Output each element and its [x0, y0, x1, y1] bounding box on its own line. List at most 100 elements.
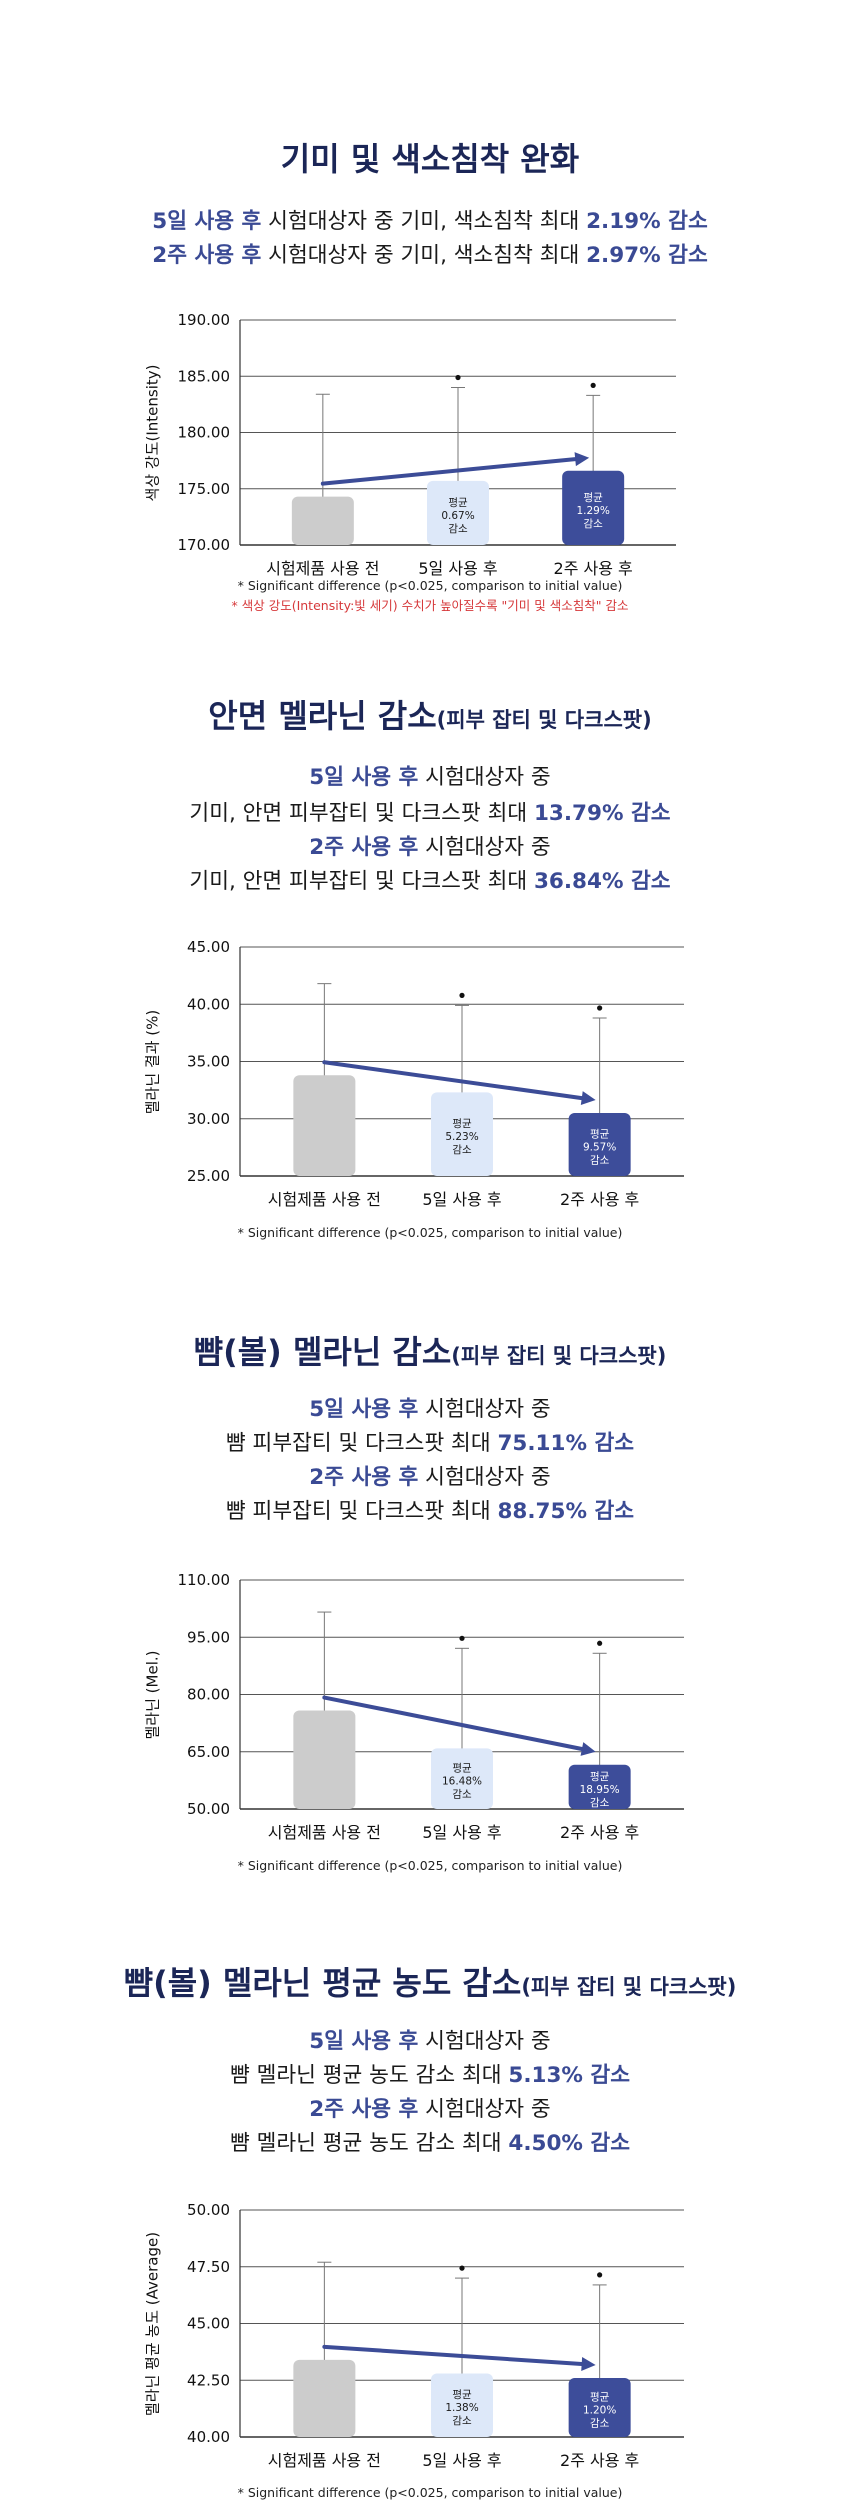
desc-text: 시험대상자 중 [418, 1465, 551, 1490]
section-title: 기미 및 색소침착 완화 [0, 134, 860, 180]
y-tick-label: 180.00 [178, 424, 231, 442]
y-tick-label: 190.00 [178, 311, 231, 329]
trend-arrow-head [574, 452, 590, 467]
y-axis-label: 멜라닌 평균 농도 (Average) [143, 2231, 162, 2416]
significance-marker [597, 2272, 603, 2278]
x-tick-label: 시험제품 사용 전 [268, 1823, 381, 1842]
bar-label: 평균 1.38% 감소 [445, 2389, 478, 2427]
desc-text: 기미, 안면 피부잡티 및 다크스팟 최대 [189, 869, 534, 894]
bar [568, 2377, 631, 2437]
bar [431, 2373, 493, 2437]
desc-text: 시험대상자 중 [418, 1397, 551, 1422]
y-tick-label: 80.00 [187, 1686, 230, 1704]
desc-text: 기미, 안면 피부잡티 및 다크스팟 최대 [189, 801, 534, 826]
section-title-sub: (피부 잡티 및 다크스팟) [436, 708, 652, 732]
y-tick-label: 95.00 [187, 1628, 230, 1646]
y-tick-label: 40.00 [187, 995, 230, 1013]
bar [562, 470, 625, 545]
y-tick-label: 50.00 [187, 1800, 230, 1818]
bar-label: 평균 18.95% 감소 [580, 1771, 620, 1809]
bar-label: 평균 1.20% 감소 [583, 2391, 616, 2429]
bar [568, 1764, 631, 1809]
desc-result: 75.11% 감소 [497, 1431, 635, 1456]
y-tick-label: 45.00 [187, 938, 230, 956]
x-tick-label: 시험제품 사용 전 [268, 2451, 381, 2470]
chart-red-footnote: * 색상 강도(Intensity:빛 세기) 수치가 높아질수록 "기미 및 … [231, 598, 629, 613]
significance-marker [590, 382, 596, 388]
bar [431, 1748, 493, 1809]
trend-arrow-head [580, 1091, 596, 1106]
desc-text: 뺨 멜라닌 평균 농도 감소 최대 [229, 2131, 509, 2156]
y-tick-label: 65.00 [187, 1743, 230, 1761]
x-tick-label: 2주 사용 후 [560, 1823, 639, 1842]
trend-arrow-head [581, 2357, 596, 2372]
section-desc-line: 2주 사용 후 시험대상자 중 [0, 2092, 860, 2128]
trend-arrow-line [322, 2344, 584, 2367]
bar [427, 480, 489, 545]
section-title-main: 뺨(볼) 멜라닌 감소 [193, 1333, 452, 1371]
section-desc-line: 뺨 피부잡티 및 다크스팟 최대 75.11% 감소 [0, 1426, 860, 1462]
bar-label: 평균 0.67% 감소 [441, 497, 474, 535]
x-tick-label: 5일 사용 후 [422, 1823, 501, 1842]
desc-result: 4.50% 감소 [508, 2131, 630, 2156]
section-title-main: 기미 및 색소침착 완화 [280, 140, 580, 178]
bar-label: 평균 1.29% 감소 [576, 492, 609, 530]
desc-highlight: 5일 사용 후 [309, 1397, 419, 1422]
y-tick-label: 170.00 [178, 536, 231, 554]
section-title-sub: (피부 잡티 및 다크스팟) [451, 1344, 667, 1368]
significance-marker [597, 1005, 603, 1011]
section-desc-line: 5일 사용 후 시험대상자 중 [0, 1392, 860, 1428]
x-tick-label: 5일 사용 후 [422, 2451, 501, 2470]
section-title-sub: (피부 잡티 및 다크스팟) [521, 1975, 737, 1999]
bar [293, 1075, 356, 1176]
x-tick-label: 5일 사용 후 [418, 559, 497, 578]
section-desc-line: 뺨 멜라닌 평균 농도 감소 최대 5.13% 감소 [0, 2058, 860, 2094]
section-desc-line: 기미, 안면 피부잡티 및 다크스팟 최대 36.84% 감소 [0, 864, 860, 900]
significance-marker [459, 1635, 465, 1641]
desc-highlight: 2주 사용 후 [152, 243, 262, 268]
y-tick-label: 185.00 [178, 367, 231, 385]
desc-result: 88.75% 감소 [497, 1499, 635, 1524]
y-tick-label: 175.00 [178, 480, 231, 498]
desc-result: 13.79% 감소 [533, 801, 671, 826]
y-tick-label: 40.00 [187, 2428, 230, 2446]
bar-label: 평균 5.23% 감소 [445, 1118, 478, 1156]
section-desc-line: 기미, 안면 피부잡티 및 다크스팟 최대 13.79% 감소 [0, 796, 860, 832]
trend-arrow-line [322, 1060, 584, 1101]
desc-text: 시험대상자 중 [418, 2097, 551, 2122]
desc-highlight: 2주 사용 후 [309, 1465, 419, 1490]
section-title-main: 뺨(볼) 멜라닌 평균 농도 감소 [123, 1964, 522, 2002]
desc-highlight: 5일 사용 후 [152, 209, 262, 234]
y-tick-label: 45.00 [187, 2315, 230, 2333]
desc-result: 36.84% 감소 [533, 869, 671, 894]
section-desc-line: 2주 사용 후 시험대상자 중 [0, 1460, 860, 1496]
desc-text: 뺨 피부잡티 및 다크스팟 최대 [225, 1499, 498, 1524]
desc-highlight: 2주 사용 후 [309, 2097, 419, 2122]
y-tick-label: 50.00 [187, 2201, 230, 2219]
y-tick-label: 25.00 [187, 1167, 230, 1185]
bar [431, 1092, 493, 1176]
significance-marker [459, 2265, 465, 2271]
y-tick-label: 30.00 [187, 1110, 230, 1128]
x-tick-label: 5일 사용 후 [422, 1190, 501, 1209]
section-title: 뺨(볼) 멜라닌 평균 농도 감소(피부 잡티 및 다크스팟) [0, 1958, 860, 2004]
bar-label: 평균 16.48% 감소 [442, 1763, 482, 1801]
bar [293, 2359, 356, 2437]
trend-arrow-line [322, 1695, 584, 1751]
y-tick-label: 110.00 [178, 1571, 231, 1589]
y-tick-label: 35.00 [187, 1053, 230, 1071]
trend-arrow-line [320, 457, 578, 486]
desc-highlight: 2주 사용 후 [309, 835, 419, 860]
section-desc-line: 2주 사용 후 시험대상자 중 [0, 830, 860, 866]
desc-result: 2.19% 감소 [586, 209, 708, 234]
significance-marker [597, 1640, 603, 1646]
bar [293, 1710, 356, 1809]
section-desc-line: 2주 사용 후 시험대상자 중 기미, 색소침착 최대 2.97% 감소 [0, 238, 860, 274]
bar [291, 496, 354, 545]
desc-text: 시험대상자 중 [418, 835, 551, 860]
section-desc-line: 5일 사용 후 시험대상자 중 기미, 색소침착 최대 2.19% 감소 [0, 204, 860, 240]
